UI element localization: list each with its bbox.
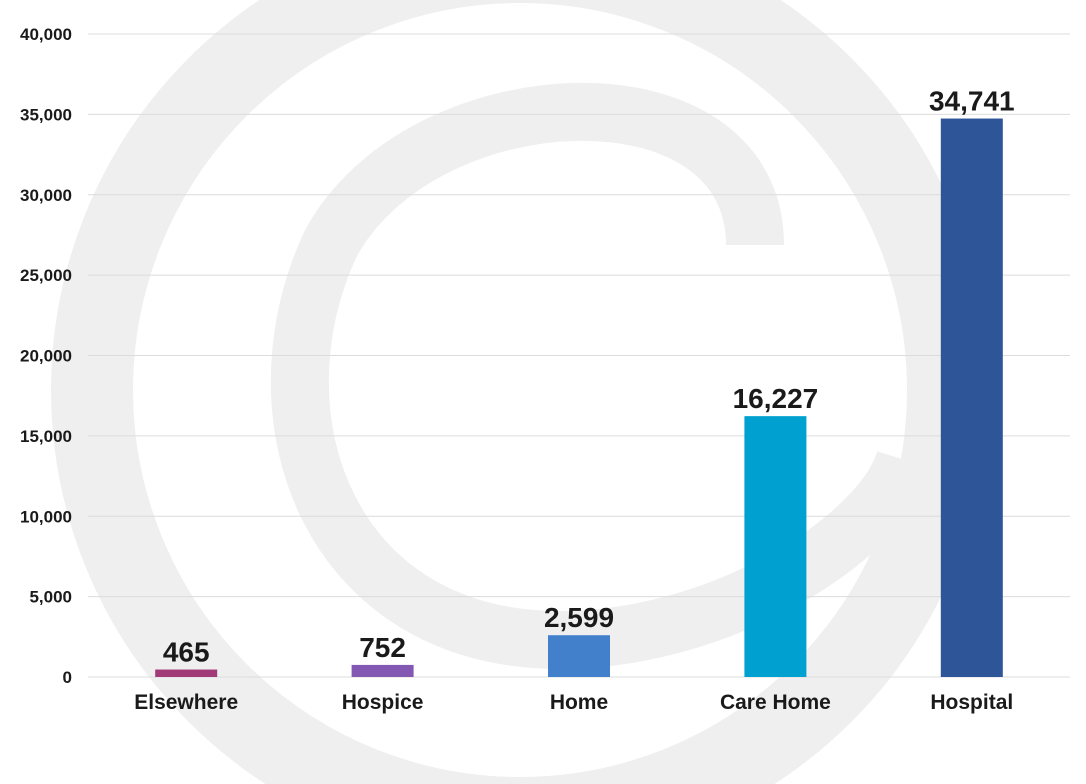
bar	[155, 669, 218, 677]
y-tick-label: 25,000	[20, 266, 72, 285]
data-labels: 465 752 2,599 16,227 34,741	[163, 86, 1015, 668]
x-tick-label: Home	[550, 691, 608, 714]
y-tick-label: 30,000	[20, 186, 72, 205]
x-tick-label: Care Home	[720, 691, 831, 714]
x-tick-label: Elsewhere	[134, 691, 238, 714]
bar	[351, 664, 414, 677]
data-label: 465	[163, 637, 210, 668]
bar	[744, 416, 807, 677]
y-tick-label: 15,000	[20, 427, 72, 446]
bars	[155, 118, 1003, 677]
y-tick-label: 0	[63, 668, 72, 687]
bar	[548, 635, 610, 677]
bar	[940, 118, 1003, 677]
data-label: 2,599	[544, 602, 614, 633]
y-tick-label: 20,000	[20, 347, 72, 366]
y-tick-label: 35,000	[20, 105, 72, 124]
x-axis-labels: Elsewhere Hospice Home Care Home Hospital	[134, 691, 1013, 714]
y-axis-ticks: 0 5,000 10,000 15,000 20,000 25,000 30,000 35,0…	[20, 25, 72, 687]
y-tick-label: 40,000	[20, 25, 72, 44]
y-tick-label: 10,000	[20, 507, 72, 526]
data-label: 34,741	[929, 86, 1015, 117]
y-tick-label: 5,000	[29, 588, 72, 607]
data-label: 752	[359, 632, 406, 663]
watermark-logo	[51, 0, 989, 784]
x-tick-label: Hospice	[342, 691, 424, 714]
x-tick-label: Hospital	[930, 691, 1013, 714]
data-label: 16,227	[733, 383, 819, 414]
